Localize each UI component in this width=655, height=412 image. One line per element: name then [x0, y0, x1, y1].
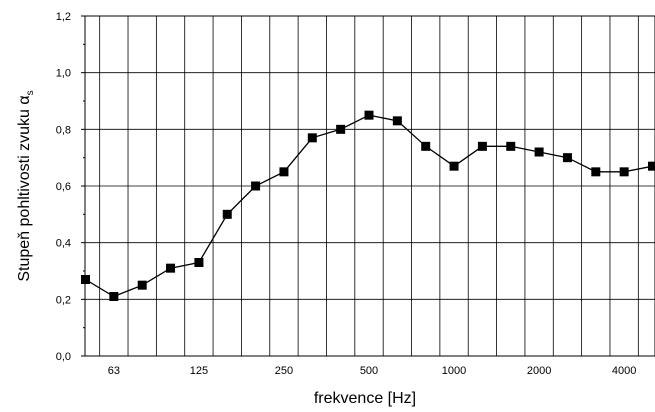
data-point-marker [392, 116, 402, 126]
data-point-marker [562, 153, 572, 163]
data-point-marker [307, 133, 317, 143]
data-point-marker [534, 147, 544, 157]
data-markers [81, 110, 655, 301]
x-tick-label: 63 [108, 365, 120, 377]
x-tick-label: 125 [190, 365, 208, 377]
data-point-marker [619, 167, 629, 177]
y-axis-title: Stupeň pohltivosti zvuku αs [16, 90, 36, 281]
data-point-marker [81, 275, 90, 284]
y-tick-label: 0,2 [56, 294, 71, 306]
data-point-marker [336, 124, 346, 134]
data-point-marker [477, 141, 487, 151]
y-tick-label: 0,4 [56, 238, 71, 250]
y-tick-label: 0,6 [56, 181, 71, 193]
data-point-marker [137, 280, 147, 290]
data-point-marker [194, 258, 204, 267]
grid [85, 15, 655, 357]
data-point-marker [364, 110, 374, 120]
y-axis-ticks: 0,0 0,2 0,4 0,6 0,8 1,0 1,2 [56, 11, 85, 363]
y-axis-title-text: Stupeň pohltivosti zvuku α [16, 95, 33, 281]
y-tick-label: 0,8 [56, 124, 71, 136]
data-point-marker [222, 209, 232, 219]
x-tick-label: 1000 [442, 365, 466, 377]
data-point-marker [251, 181, 261, 191]
x-tick-label: 4000 [612, 365, 636, 377]
x-tick-label: 250 [275, 365, 293, 377]
x-tick-label: 500 [360, 365, 378, 377]
x-tick-label: 2000 [527, 365, 551, 377]
data-point-marker [109, 292, 119, 301]
data-point-marker [591, 167, 601, 177]
data-point-marker [279, 167, 289, 177]
y-tick-label: 1,0 [56, 68, 71, 80]
y-tick-label: 1,2 [56, 11, 71, 23]
data-point-marker [506, 141, 516, 151]
y-tick-label: 0,0 [56, 351, 71, 363]
x-axis-title: frekvence [Hz] [314, 390, 416, 407]
data-point-marker [166, 263, 176, 273]
data-point-marker [648, 161, 655, 171]
x-axis-ticks: 63 125 250 500 1000 2000 4000 [108, 365, 637, 377]
data-point-marker [421, 141, 431, 151]
data-point-marker [449, 161, 459, 171]
y-axis-title-subscript: s [25, 90, 36, 95]
